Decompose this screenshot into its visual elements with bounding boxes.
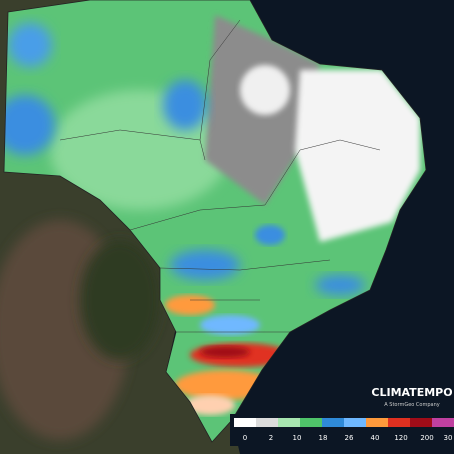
- legend: 0 2 10 18 26 40 120 200 30: [234, 418, 454, 442]
- legend-swatch: [366, 418, 389, 427]
- legend-label: 120: [394, 434, 407, 442]
- state-borders: [59, 19, 381, 333]
- legend-label: 0: [243, 434, 247, 442]
- legend-swatch: [322, 418, 345, 427]
- legend-swatch: [256, 418, 279, 427]
- legend-label: 30: [444, 434, 453, 442]
- legend-swatch: [344, 418, 367, 427]
- legend-swatch: [410, 418, 433, 427]
- logo-name: CLIMATEMPO: [371, 386, 452, 399]
- legend-swatch: [278, 418, 301, 427]
- land-shade: [80, 240, 160, 360]
- legend-swatch: [432, 418, 454, 427]
- legend-label: 2: [269, 434, 273, 442]
- legend-label: 18: [319, 434, 328, 442]
- logo-tagline: A StormGeo Company: [384, 402, 439, 408]
- legend-label: 10: [293, 434, 302, 442]
- legend-swatch: [234, 418, 257, 427]
- legend-swatch: [388, 418, 411, 427]
- legend-label: 200: [420, 434, 433, 442]
- legend-label: 40: [371, 434, 380, 442]
- legend-swatch: [300, 418, 323, 427]
- legend-label: 26: [345, 434, 354, 442]
- country-border: [3, 0, 427, 443]
